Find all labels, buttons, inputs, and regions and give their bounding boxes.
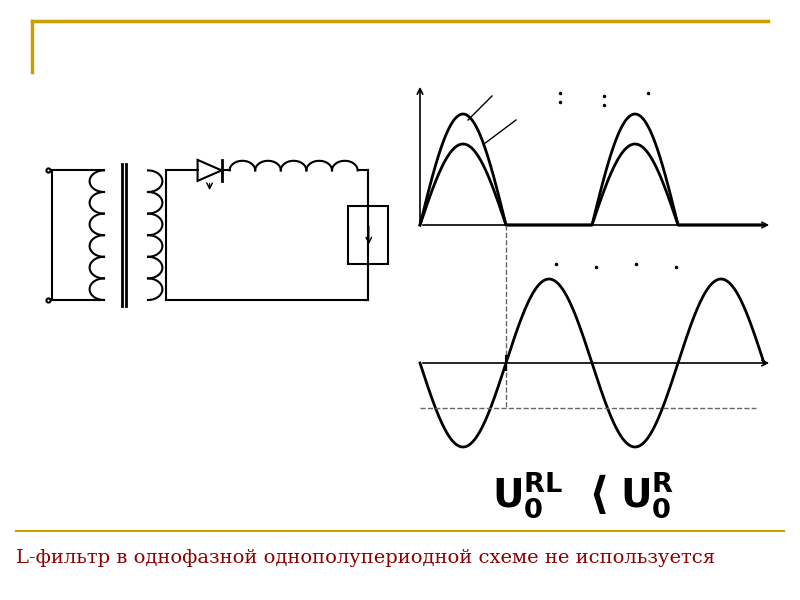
Text: L-фильтр в однофазной однополупериодной схеме не используется: L-фильтр в однофазной однополупериодной …: [16, 549, 715, 567]
Text: $\mathbf{U_0^{R}}$: $\mathbf{U_0^{R}}$: [620, 470, 674, 520]
Text: $\mathbf{\langle}$: $\mathbf{\langle}$: [588, 473, 606, 517]
Bar: [348, 206, 388, 264]
Text: $\mathbf{U_0^{RL}}$: $\mathbf{U_0^{RL}}$: [492, 470, 563, 520]
